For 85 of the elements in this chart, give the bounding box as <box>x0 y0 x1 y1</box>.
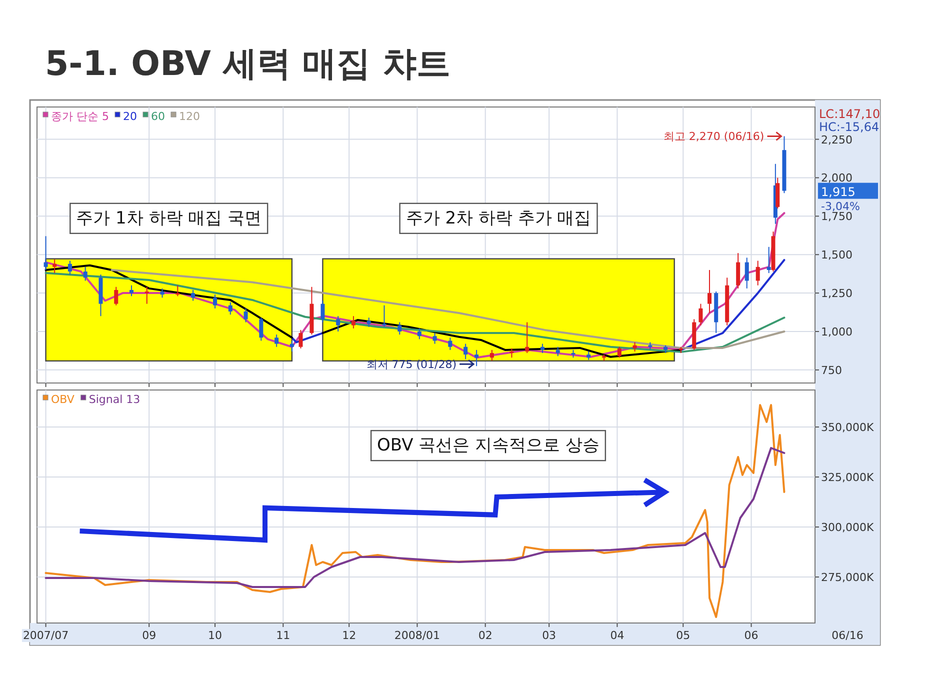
candlestick <box>351 316 356 329</box>
candlestick <box>736 252 740 289</box>
x-tick-label: 05 <box>676 629 690 642</box>
candlestick <box>556 346 560 357</box>
text: 06/16 <box>832 629 864 642</box>
annotation: 최저 775 (01/28) <box>366 358 457 372</box>
annotation: OBV 곡선은 지속적으로 상승 <box>377 436 600 456</box>
candlestick <box>298 329 303 349</box>
candlestick <box>52 258 57 274</box>
y-tick-label: 1,250 <box>821 287 852 300</box>
candlestick <box>632 342 637 352</box>
y-tick-label: 2,250 <box>821 133 852 146</box>
candlestick <box>398 322 402 336</box>
chart-title: 5-1. OBV 세력 매집 챠트 <box>45 44 450 84</box>
y-tick-label: 750 <box>821 364 842 377</box>
candlestick <box>114 286 118 306</box>
candlestick <box>382 304 386 328</box>
y-tick-label: 1,750 <box>821 210 852 224</box>
candlestick <box>213 294 218 309</box>
text: 1,915 <box>821 184 856 199</box>
text: -3,04% <box>821 200 860 213</box>
candlestick <box>417 328 422 340</box>
line-series <box>44 212 786 359</box>
line-series <box>110 268 786 349</box>
y-tick-label: 325,000K <box>821 471 874 484</box>
y-tick-label: 1,000 <box>821 325 852 338</box>
candlestick <box>336 316 340 332</box>
band-label: 주가 2차 하락 추가 매집 <box>406 208 592 228</box>
candlestick <box>448 337 452 350</box>
legend-label: 60 <box>151 110 165 123</box>
band-label: 주가 1차 하락 매집 국면 <box>76 208 262 228</box>
candlestick <box>744 257 749 289</box>
x-tick-label: 04 <box>610 629 624 642</box>
candlestick <box>756 260 760 286</box>
x-tick-label: 09 <box>142 629 156 642</box>
candlestick <box>617 346 622 358</box>
candlestick <box>490 349 494 362</box>
candlestick <box>525 322 530 354</box>
x-tick-label: 11 <box>276 629 290 642</box>
legend-label: 120 <box>179 110 200 123</box>
candlestick <box>698 303 703 326</box>
x-tick-label: 02 <box>478 629 492 642</box>
candlestick <box>160 288 164 298</box>
line-series <box>44 272 786 353</box>
y-tick-label: 300,000K <box>821 521 874 534</box>
x-tick-label: 2008/01 <box>394 629 440 642</box>
legend-label: OBV <box>51 393 75 406</box>
candlestick <box>259 317 264 342</box>
candlestick <box>510 348 514 358</box>
annotation: 최고 2,270 (06/16) <box>663 130 764 144</box>
candlestick <box>464 343 468 360</box>
candlestick <box>290 340 294 352</box>
text: HC:-15,64 <box>819 120 880 134</box>
y-tick-label: 1,500 <box>821 248 852 262</box>
x-tick-label: 12 <box>342 629 356 642</box>
candlestick <box>176 284 180 297</box>
y-tick-label: 275,000K <box>821 571 874 584</box>
candlestick <box>191 289 196 302</box>
text: LC:147,10 <box>819 107 880 121</box>
y-tick-label: 2,000 <box>821 172 852 185</box>
candlestick <box>776 177 780 209</box>
legend-label: 20 <box>123 110 137 123</box>
candlestick <box>766 246 771 274</box>
candlestick <box>540 343 544 354</box>
x-tick-label: 06 <box>744 629 758 642</box>
legend-label: 종가 단순 5 <box>51 110 109 123</box>
legend-label: Signal 13 <box>88 393 140 406</box>
candlestick <box>432 332 437 344</box>
candlestick <box>320 300 325 323</box>
candlestick <box>130 284 134 297</box>
candlestick <box>228 302 232 316</box>
x-tick-label: 10 <box>208 629 222 642</box>
x-tick-label: 2007/07 <box>22 629 69 642</box>
candlestick <box>474 349 479 367</box>
candlestick <box>68 260 72 276</box>
candlestick <box>708 269 712 314</box>
candlestick <box>83 266 88 282</box>
candlestick <box>366 317 371 328</box>
candlestick <box>244 308 248 323</box>
candlestick <box>44 236 48 270</box>
candlestick <box>144 286 149 304</box>
y-tick-label: 350,000K <box>821 421 874 434</box>
x-tick-label: 03 <box>542 629 556 642</box>
candlestick <box>274 334 279 348</box>
line-series <box>44 404 786 618</box>
